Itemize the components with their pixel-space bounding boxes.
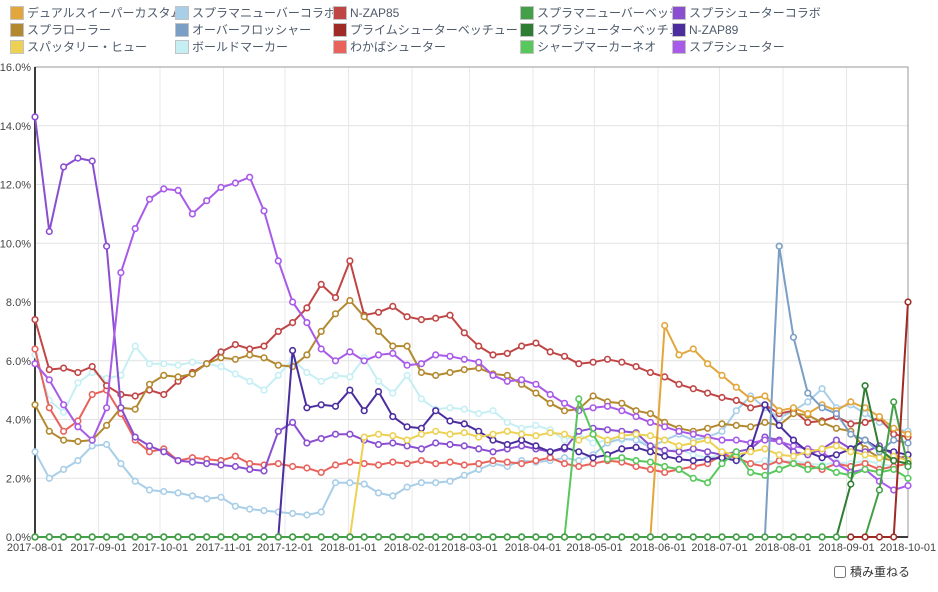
legend-label: スプラシューターコラボ <box>689 5 821 20</box>
legend-item-9: N-ZAP89 <box>672 22 848 38</box>
series-splattershot <box>31 173 912 494</box>
y-axis-tick-label: 6.0% <box>6 356 31 368</box>
legend-label: スプラローラー <box>27 22 112 37</box>
y-axis-tick-label: 4.0% <box>6 415 31 427</box>
legend-swatch <box>520 23 534 37</box>
x-axis-tick-label: 2017-12-01 <box>257 542 313 554</box>
legend-item-5: スプラローラー <box>10 22 175 38</box>
legend-label: シャープマーカーネオ <box>537 39 657 54</box>
legend-label: N-ZAP85 <box>350 5 400 20</box>
legend-label: スプラマニューバーベッチュー <box>537 5 672 20</box>
legend-item-0: デュアルスイーパーカスタム <box>10 5 175 21</box>
chart-legend: デュアルスイーパーカスタム スプラマニューバーコラボ N-ZAP85 スプラマニューバ… <box>10 5 848 56</box>
legend-label: オーバーフロッシャー <box>192 22 312 37</box>
legend-item-8: スプラシューターベッチュー <box>520 22 672 38</box>
legend-swatch <box>10 6 24 20</box>
legend-label: スプラマニューバーコラボ <box>192 5 333 20</box>
legend-label: N-ZAP89 <box>689 22 739 37</box>
x-axis-tick-label: 2017-09-01 <box>70 542 126 554</box>
x-axis-tick-label: 2018-10-01 <box>880 542 936 554</box>
legend-swatch <box>333 40 347 54</box>
legend-item-10: スパッタリー・ヒュー <box>10 39 175 55</box>
x-axis-tick-label: 2017-11-01 <box>196 542 251 554</box>
x-axis-tick-label: 2017-10-01 <box>132 542 188 554</box>
x-axis-tick-label: 2018-04-01 <box>505 542 561 554</box>
x-axis-tick-label: 2018-09-01 <box>818 542 874 554</box>
legend-label: わかばシューター <box>350 39 447 54</box>
x-axis-tick-label: 2018-03-01 <box>441 542 497 554</box>
y-axis-tick-label: 0.0% <box>6 532 31 544</box>
legend-item-2: N-ZAP85 <box>333 5 520 21</box>
legend-label: ボールドマーカー <box>192 39 289 54</box>
y-axis-tick-label: 14.0% <box>0 121 31 133</box>
legend-swatch <box>520 40 534 54</box>
y-axis-tick-label: 8.0% <box>6 297 31 309</box>
stack-toggle: 積み重ねる <box>833 563 910 580</box>
legend-item-7: プライムシューターベッチュー <box>333 22 520 38</box>
legend-item-3: スプラマニューバーベッチュー <box>520 5 672 21</box>
legend-label: スプラシューターベッチュー <box>537 22 672 37</box>
series-maneuver-becchu <box>31 398 912 541</box>
stack-toggle-checkbox[interactable] <box>833 565 846 578</box>
x-axis-tick-label: 2018-07-01 <box>691 542 747 554</box>
legend-label: デュアルスイーパーカスタム <box>27 5 175 20</box>
legend-item-4: スプラシューターコラボ <box>672 5 848 21</box>
legend-swatch <box>175 6 189 20</box>
x-axis-tick-label: 2018-02-01 <box>384 542 440 554</box>
legend-swatch <box>10 40 24 54</box>
legend-swatch <box>10 23 24 37</box>
y-axis-tick-label: 16.0% <box>0 62 31 74</box>
x-axis-tick-label: 2018-06-01 <box>630 542 686 554</box>
legend-item-12: わかばシューター <box>333 39 520 55</box>
legend-swatch <box>333 23 347 37</box>
x-axis-tick-label: 2018-05-01 <box>566 542 622 554</box>
stack-toggle-label: 積み重ねる <box>849 565 910 579</box>
y-axis-tick-label: 10.0% <box>0 238 31 250</box>
x-axis-tick-label: 2017-08-01 <box>7 542 63 554</box>
legend-swatch <box>175 40 189 54</box>
x-axis-tick-label: 2018-08-01 <box>755 542 811 554</box>
legend-swatch <box>672 23 686 37</box>
x-axis-tick-label: 2018-01-01 <box>320 542 376 554</box>
legend-swatch <box>333 6 347 20</box>
legend-item-6: オーバーフロッシャー <box>175 22 333 38</box>
legend-label: スプラシューター <box>689 39 785 54</box>
legend-item-13: シャープマーカーネオ <box>520 39 672 55</box>
legend-label: スパッタリー・ヒュー <box>27 39 148 54</box>
series-prime-shooter-becchu <box>847 298 912 541</box>
legend-item-11: ボールドマーカー <box>175 39 333 55</box>
legend-swatch <box>672 40 686 54</box>
legend-item-1: スプラマニューバーコラボ <box>175 5 333 21</box>
legend-label: プライムシューターベッチュー <box>350 22 518 37</box>
legend-swatch <box>175 23 189 37</box>
legend-swatch <box>520 6 534 20</box>
legend-swatch <box>672 6 686 20</box>
y-axis-tick-label: 2.0% <box>6 473 31 485</box>
y-axis-tick-label: 12.0% <box>0 180 31 192</box>
legend-item-14: スプラシューター <box>672 39 848 55</box>
